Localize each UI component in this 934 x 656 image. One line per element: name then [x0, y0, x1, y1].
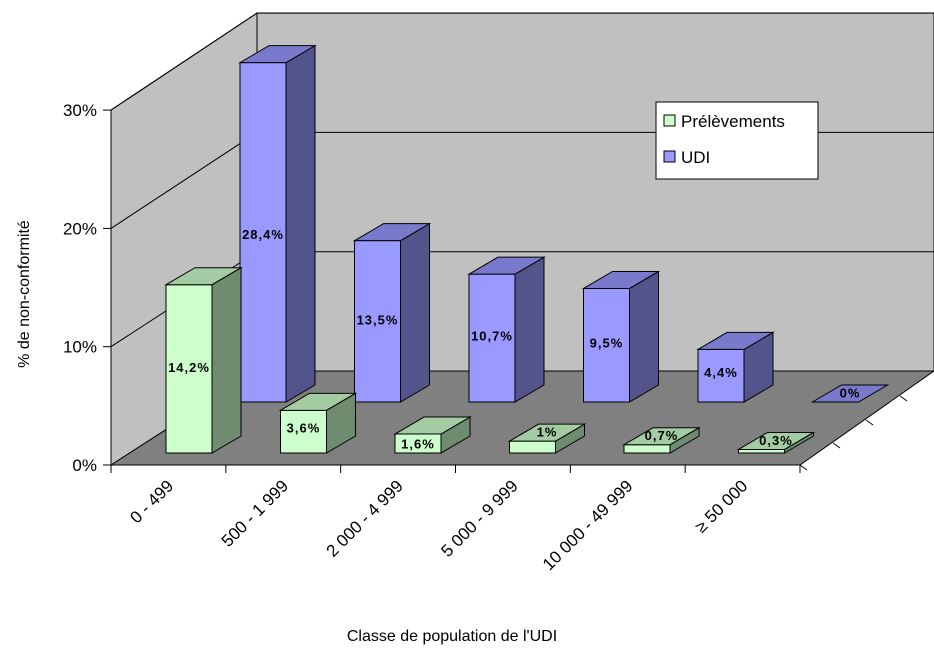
legend-label-udi: UDI — [681, 148, 710, 167]
data-label: 1% — [537, 425, 558, 440]
legend-box — [655, 101, 819, 180]
x-category-label: 2 000 - 4 999 — [323, 476, 407, 560]
data-label: 9,5% — [590, 336, 624, 351]
data-label: 13,5% — [357, 313, 399, 328]
bar-prelevements — [622, 426, 701, 454]
x-axis-title: Classe de population de l'UDI — [347, 628, 557, 645]
bar-udi — [581, 270, 661, 403]
data-label: 28,4% — [242, 227, 284, 242]
bar-front-face — [738, 448, 785, 454]
bar-udi — [238, 44, 317, 403]
bar-prelevements — [393, 416, 472, 454]
bar-udi — [467, 256, 546, 403]
bar-top-face — [164, 267, 243, 286]
bar-udi — [810, 384, 890, 403]
data-label: 1,6% — [401, 437, 435, 452]
category-labels: 0 - 499 500 - 1 999 2 000 - 4 999 5 000 - 9… — [126, 476, 751, 574]
data-label: 0% — [840, 386, 861, 401]
y-tick-label: 0% — [72, 456, 97, 475]
bar-front-face — [509, 440, 556, 454]
data-label: 0,3% — [759, 433, 793, 448]
x-axis — [110, 371, 934, 473]
bar-side-face — [400, 222, 430, 403]
bar-prelevements — [164, 266, 243, 454]
bar-side-face — [629, 270, 659, 403]
bar-side-face — [514, 256, 545, 403]
legend-label-prelevements: Prélèvements — [681, 112, 785, 131]
y-tick-label: 10% — [63, 338, 97, 357]
x-category-label: 0 - 499 — [126, 476, 177, 527]
y-axis-title: % de non-conformité — [16, 220, 33, 368]
depth-tick-mark — [899, 395, 908, 402]
y-axis-ticks: 0% 10% 20% 30% — [63, 101, 111, 475]
bar-top-face — [278, 392, 358, 411]
bar-side-face — [285, 44, 316, 403]
bar-top-face — [393, 416, 472, 435]
depth-tick-mark — [832, 442, 841, 449]
depth-tick-mark — [865, 419, 874, 426]
data-label: 10,7% — [471, 329, 513, 344]
data-label: 14,2% — [168, 360, 210, 375]
data-label: 4,4% — [704, 365, 738, 380]
bar-top-face — [581, 270, 661, 289]
y-tick-label: 30% — [63, 101, 97, 120]
bar-top-face — [810, 384, 890, 403]
gridline — [110, 131, 258, 229]
legend-swatch-prelevements — [663, 114, 676, 127]
x-category-label: 10 000 - 49 999 — [539, 476, 637, 574]
data-label: 3,6% — [287, 421, 321, 436]
data-label: 0,7% — [645, 428, 679, 443]
bar-top-face — [238, 45, 317, 64]
bar-top-face — [507, 423, 587, 442]
bar-top-face — [696, 331, 775, 350]
bars: 28,4% 13,5% 10,7% 9,5% 4,4% 0% 14,2% 3,6% 1,6% 1%… — [164, 44, 890, 454]
x-category-label: 500 - 1 999 — [218, 476, 292, 550]
bar-top-face — [622, 427, 701, 446]
y-tick-label: 20% — [63, 219, 97, 238]
bar-top-face — [352, 223, 432, 242]
x-category-label: 5 000 - 9 999 — [437, 476, 521, 560]
bar-prelevements — [278, 392, 358, 454]
bar-side-face — [211, 266, 242, 454]
bar-prelevements — [736, 431, 816, 454]
bar-top-face — [467, 256, 546, 275]
bar-udi — [696, 331, 775, 403]
bar-udi — [352, 222, 432, 403]
legend-swatch-udi — [663, 150, 676, 163]
x-category-label: ≥ 50 000 — [691, 476, 751, 536]
bar-top-face — [736, 431, 816, 450]
legend: Prélèvements UDI — [655, 101, 819, 180]
gridline — [110, 12, 258, 111]
depth-tick-mark — [799, 464, 808, 471]
bar-prelevements — [507, 423, 587, 454]
bar-front-face — [623, 444, 671, 454]
